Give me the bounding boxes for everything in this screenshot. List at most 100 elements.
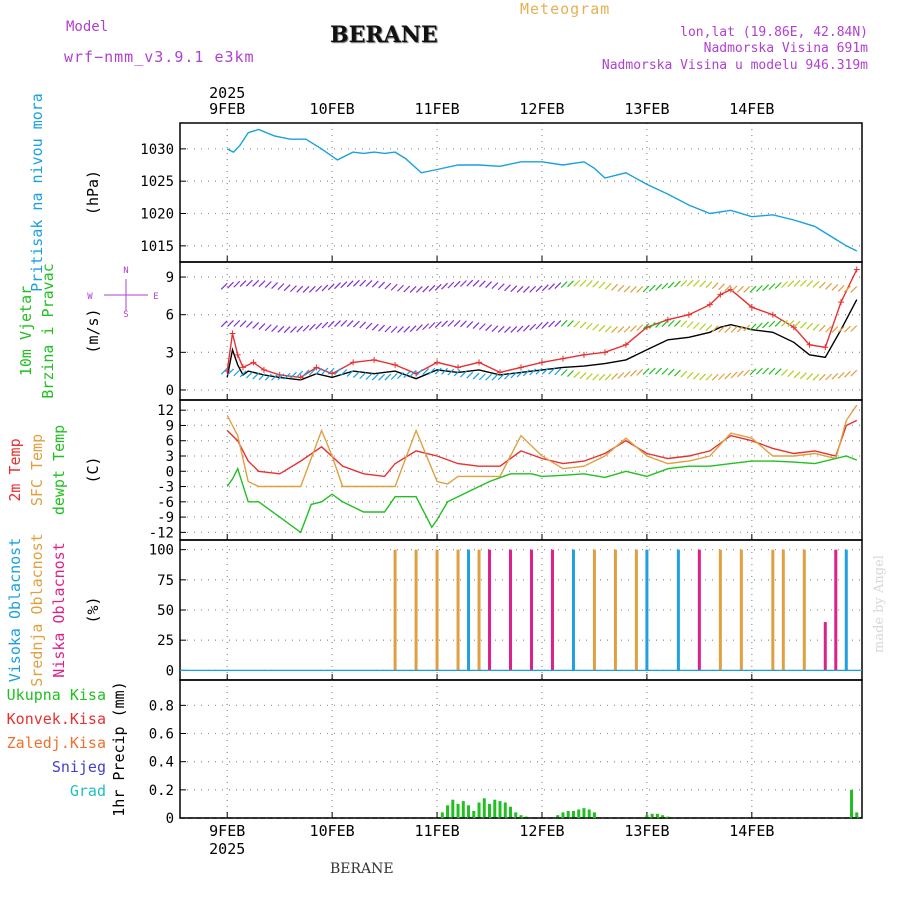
wind-barb [718,373,725,381]
compass-label: N [123,266,128,276]
bar-ukupna-kisa [855,812,859,818]
wind-barb [510,285,518,293]
wind-barb [617,284,625,292]
bar-ukupna-kisa [482,798,486,818]
bar-ukupna-kisa [451,799,455,818]
series-line-2m-temp [226,419,858,478]
wind-barb [352,371,360,378]
top-day-label: 13FEB [624,100,669,118]
wind-barb [573,320,581,328]
wind-barb [850,325,858,332]
bar-srednja-oblacnost [414,549,418,671]
wind-barb [296,325,304,333]
wind-barb [787,320,795,328]
gust-marker [706,301,713,308]
wind-barb [787,370,795,378]
y-tick-label: -6 [157,495,174,511]
bar-ukupna-kisa [472,810,476,818]
wind-barb [730,285,738,293]
bar-visoka-oblacnost [571,549,575,671]
wind-barb [844,285,851,293]
wind-barb [239,370,247,378]
wind-barb [598,324,606,332]
y-tick-label: 9 [166,418,174,434]
y-tick-label: 0 [166,811,174,827]
wind-barb [271,282,279,289]
bottom-day-label: 12FEB [519,822,564,840]
wind-barb [749,285,757,293]
gust-marker [234,351,241,358]
wind-barb [422,368,430,376]
bar-ukupna-kisa [592,812,596,818]
bar-ukupna-kisa [645,815,649,818]
wind-barb [271,325,279,333]
top-day-label: 14FEB [729,100,774,118]
wind-barb [579,279,587,287]
bottom-day-label: 13FEB [624,822,669,840]
wind-barb [340,319,348,327]
gust-marker [229,330,236,337]
y-tick-label: -9 [157,510,174,526]
wind-barb [384,373,392,381]
bar-ukupna-kisa [519,815,523,818]
gust-marker [853,266,860,273]
wind-barb [806,322,814,330]
wind-barb [352,320,360,328]
panel-frame [179,539,863,681]
wind-barb [831,326,839,333]
compass-cross [104,279,148,311]
gust-marker [455,364,462,371]
wind-barb [441,282,448,290]
wind-barb [674,280,681,288]
wind-barb [585,322,593,330]
series-line-sfc-temp [226,404,858,488]
bar-srednja-oblacnost [718,549,722,671]
gust-marker [297,374,304,381]
gust-marker [224,368,231,375]
wind-barb [604,373,612,381]
y-tick-label: 1020 [140,207,174,223]
gust-marker [822,344,829,351]
wind-barb [567,320,574,327]
wind-barb [497,373,505,381]
wind-barb [806,373,814,381]
wind-barb [730,326,738,333]
wind-barb [724,284,732,292]
wind-barb [315,285,323,293]
wind-barb [516,370,524,378]
top-day-label: 10FEB [310,100,355,118]
wind-barb [340,368,348,376]
wind-barb [397,326,404,334]
wind-barb [655,321,663,328]
wind-barb [390,283,398,291]
wind-barb [743,324,751,332]
wind-barb [617,326,625,334]
wind-barb [264,373,272,381]
wind-barb [466,279,474,287]
gust-marker [580,351,587,358]
precip-legend-label: Snijeg [52,758,106,776]
wind-barb [321,284,329,292]
wind-barb [434,321,442,328]
wind-barb [762,321,770,329]
wind-barb [592,323,600,331]
wind-barb [837,371,845,379]
bar-ukupna-kisa [650,813,654,818]
bar-ukupna-kisa [509,806,513,818]
y-tick-label: 0.2 [149,783,174,799]
y-tick-label: 0.4 [149,755,174,771]
wind-barb [252,321,260,329]
wind-barb [579,372,587,380]
wind-barb [277,283,285,291]
wind-barb [302,369,310,377]
wind-barb [837,326,845,333]
precip-legend-label: Zaledj.Kisa [7,734,106,752]
gust-marker [434,359,441,366]
wind-barb [831,284,839,291]
panel-label: dewpt Temp [50,425,68,515]
wind-barb [781,319,788,327]
wind-barb [491,282,499,290]
wind-barb [692,322,700,330]
wind-barb [327,367,335,375]
